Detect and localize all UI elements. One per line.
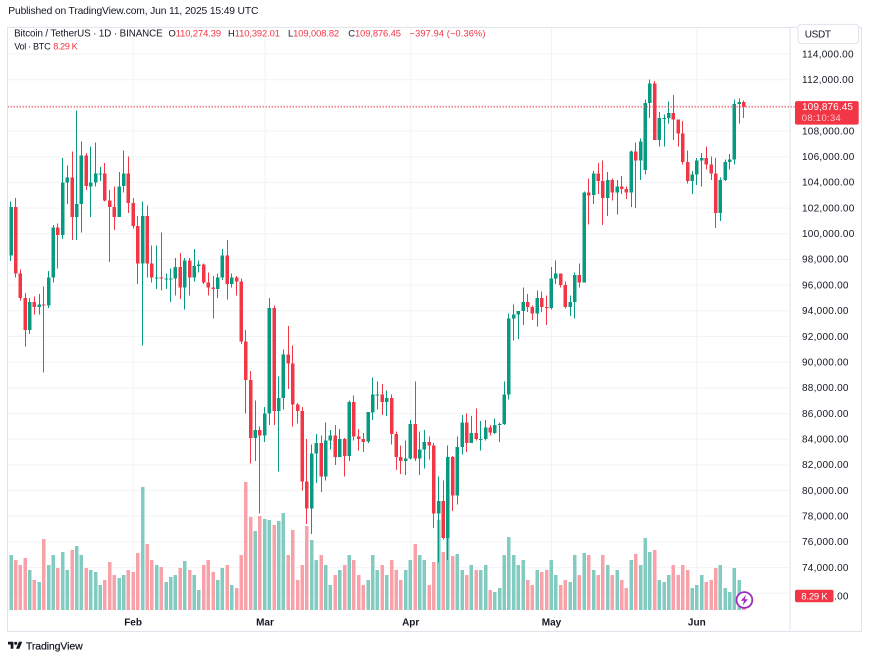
svg-text:86,000.00: 86,000.00 xyxy=(802,409,849,420)
svg-text:114,000.00: 114,000.00 xyxy=(802,49,854,60)
svg-text:82,000.00: 82,000.00 xyxy=(802,460,849,471)
svg-text:74,000.00: 74,000.00 xyxy=(802,563,849,574)
svg-text:80,000.00: 80,000.00 xyxy=(802,486,849,497)
svg-text:May: May xyxy=(542,618,562,629)
svg-text:8.29 K: 8.29 K xyxy=(801,592,828,603)
svg-text:100,000.00: 100,000.00 xyxy=(802,229,855,240)
svg-text:Bitcoin / TetherUS · 1D · BINA: Bitcoin / TetherUS · 1D · BINANCE O110,27… xyxy=(14,28,485,40)
svg-text:Jun: Jun xyxy=(688,618,706,629)
svg-text:98,000.00: 98,000.00 xyxy=(802,255,849,266)
svg-text:96,000.00: 96,000.00 xyxy=(802,280,849,291)
svg-text:109,876.45: 109,876.45 xyxy=(802,102,853,113)
svg-text:78,000.00: 78,000.00 xyxy=(802,512,849,523)
svg-text:Mar: Mar xyxy=(256,618,274,629)
svg-text:106,000.00: 106,000.00 xyxy=(802,152,855,163)
svg-text:102,000.00: 102,000.00 xyxy=(802,203,855,214)
svg-text:08:10:34: 08:10:34 xyxy=(802,112,841,123)
svg-text:Feb: Feb xyxy=(124,618,142,629)
svg-text:88,000.00: 88,000.00 xyxy=(802,383,849,394)
svg-text:94,000.00: 94,000.00 xyxy=(802,306,849,317)
svg-text:108,000.00: 108,000.00 xyxy=(802,126,855,137)
svg-text:TradingView: TradingView xyxy=(26,640,83,652)
svg-text:76,000.00: 76,000.00 xyxy=(802,537,849,548)
svg-text:USDT: USDT xyxy=(805,30,831,41)
svg-text:84,000.00: 84,000.00 xyxy=(802,435,849,446)
svg-text:90,000.00: 90,000.00 xyxy=(802,358,849,369)
svg-text:Apr: Apr xyxy=(402,618,419,629)
svg-text:112,000.00: 112,000.00 xyxy=(802,75,854,86)
svg-text:104,000.00: 104,000.00 xyxy=(802,178,855,189)
svg-text:92,000.00: 92,000.00 xyxy=(802,332,849,343)
